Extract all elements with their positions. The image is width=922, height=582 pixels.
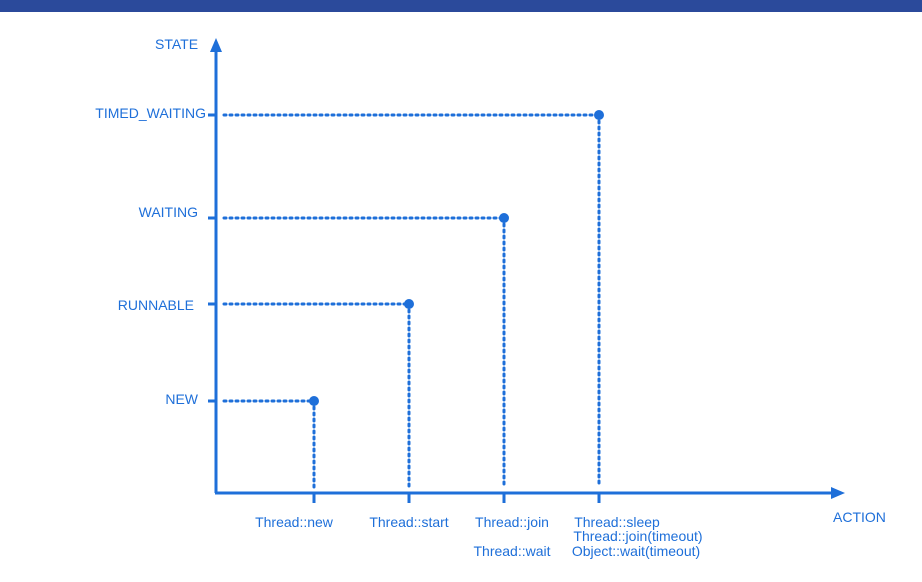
x-tick-thread-join-timeout: Thread::join(timeout) <box>573 528 703 544</box>
x-tick-thread-new: Thread::new <box>255 514 333 530</box>
x-axis-title: ACTION <box>833 509 886 525</box>
data-point-3 <box>499 213 509 223</box>
data-point-1 <box>309 396 319 406</box>
y-tick-runnable: RUNNABLE <box>117 297 194 313</box>
x-tick-object-wait-timeout: Object::wait(timeout) <box>571 543 701 559</box>
x-tick-thread-join: Thread::join <box>475 514 549 530</box>
y-tick-waiting: WAITING <box>138 204 198 220</box>
data-point-2 <box>404 299 414 309</box>
y-axis-title: STATE <box>155 36 199 52</box>
x-axis-arrow <box>831 487 845 499</box>
y-tick-new: NEW <box>165 391 198 407</box>
y-axis-arrow <box>210 38 222 52</box>
top-banner <box>0 0 922 12</box>
x-tick-thread-start: Thread::start <box>369 514 449 530</box>
x-tick-thread-sleep: Thread::sleep <box>574 514 660 530</box>
y-tick-timed-waiting: TIMED_WAITING <box>95 105 206 121</box>
x-tick-thread-wait: Thread::wait <box>473 543 551 559</box>
data-point-4 <box>594 110 604 120</box>
